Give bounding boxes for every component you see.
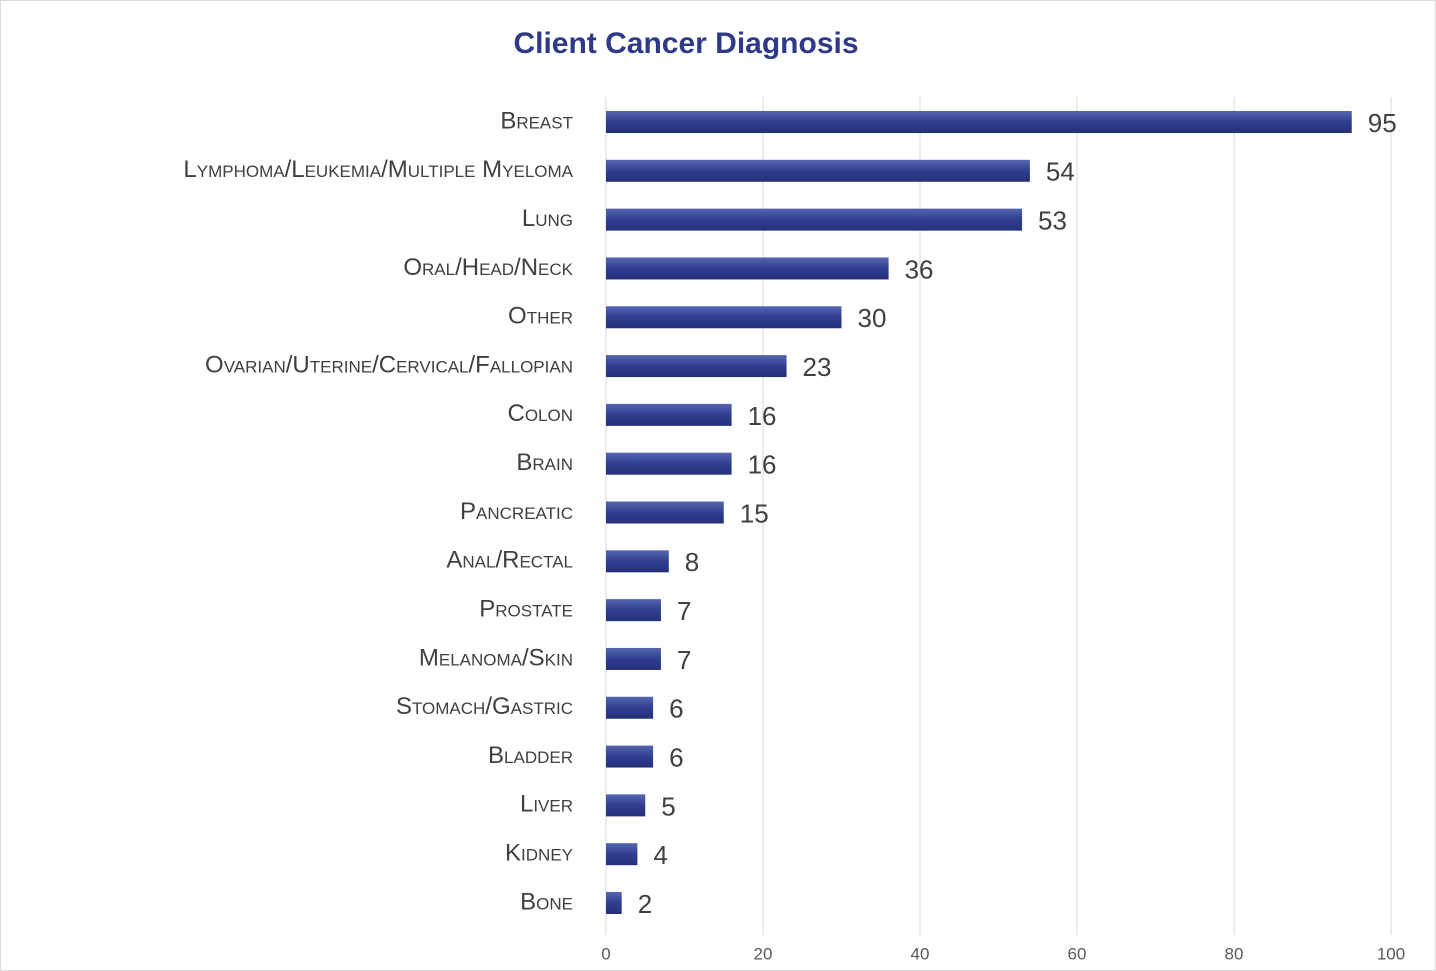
value-label: 23 [803, 352, 832, 382]
bar [606, 403, 732, 426]
bar [606, 892, 622, 914]
bar [606, 208, 1023, 231]
bar [606, 306, 842, 329]
x-tick-label: 100 [1377, 944, 1405, 963]
bar [606, 452, 732, 475]
value-label: 16 [748, 401, 777, 431]
chart-title: Client Cancer Diagnosis [513, 27, 858, 60]
bar [606, 745, 654, 768]
y-tick-label: Bone [520, 888, 573, 915]
value-label: 53 [1038, 206, 1067, 236]
x-tick-label: 0 [601, 944, 610, 963]
bar [606, 794, 646, 817]
bar [606, 111, 1352, 133]
x-tick-label: 80 [1225, 944, 1244, 963]
value-label: 36 [905, 254, 934, 284]
y-tick-label: Ovarian/Uterine/Cervical/Fallopian [205, 351, 573, 378]
value-label: 2 [638, 889, 652, 919]
value-label: 6 [669, 694, 683, 724]
y-tick-label: Bladder [488, 742, 573, 769]
y-tick-label: Stomach/Gastric [396, 693, 573, 720]
value-label: 4 [653, 840, 667, 870]
y-tick-label: Lung [522, 205, 573, 232]
bar [606, 550, 669, 573]
y-tick-label: Pancreatic [460, 498, 573, 525]
value-label: 6 [669, 742, 683, 772]
y-tick-label: Breast [500, 107, 573, 134]
y-tick-label: Liver [520, 791, 573, 818]
bar [606, 599, 661, 622]
x-tick-label: 20 [754, 944, 773, 963]
value-label: 16 [748, 450, 777, 480]
y-tick-label: Brain [516, 449, 573, 476]
value-label: 54 [1046, 157, 1075, 187]
bar [606, 159, 1030, 182]
y-tick-label: Oral/Head/Neck [403, 254, 573, 281]
y-tick-label: Kidney [505, 840, 573, 867]
y-tick-label: Anal/Rectal [446, 547, 573, 574]
value-label: 15 [740, 498, 769, 528]
y-tick-label: Lymphoma/Leukemia/Multiple Myeloma [183, 156, 573, 183]
bar [606, 501, 724, 524]
value-label: 30 [858, 303, 887, 333]
value-label: 8 [685, 547, 699, 577]
value-label: 5 [661, 791, 675, 821]
x-tick-label: 40 [911, 944, 930, 963]
bar [606, 355, 787, 378]
bar [606, 257, 889, 280]
x-tick-label: 60 [1068, 944, 1087, 963]
bar [606, 843, 638, 866]
value-label: 7 [677, 645, 691, 675]
bar [606, 696, 654, 719]
y-tick-label: Colon [507, 400, 573, 427]
bar [606, 647, 661, 670]
y-tick-label: Prostate [479, 595, 573, 622]
value-label: 95 [1368, 108, 1397, 138]
y-tick-label: Other [508, 303, 573, 330]
value-label: 7 [677, 596, 691, 626]
y-tick-label: Melanoma/Skin [419, 644, 573, 671]
